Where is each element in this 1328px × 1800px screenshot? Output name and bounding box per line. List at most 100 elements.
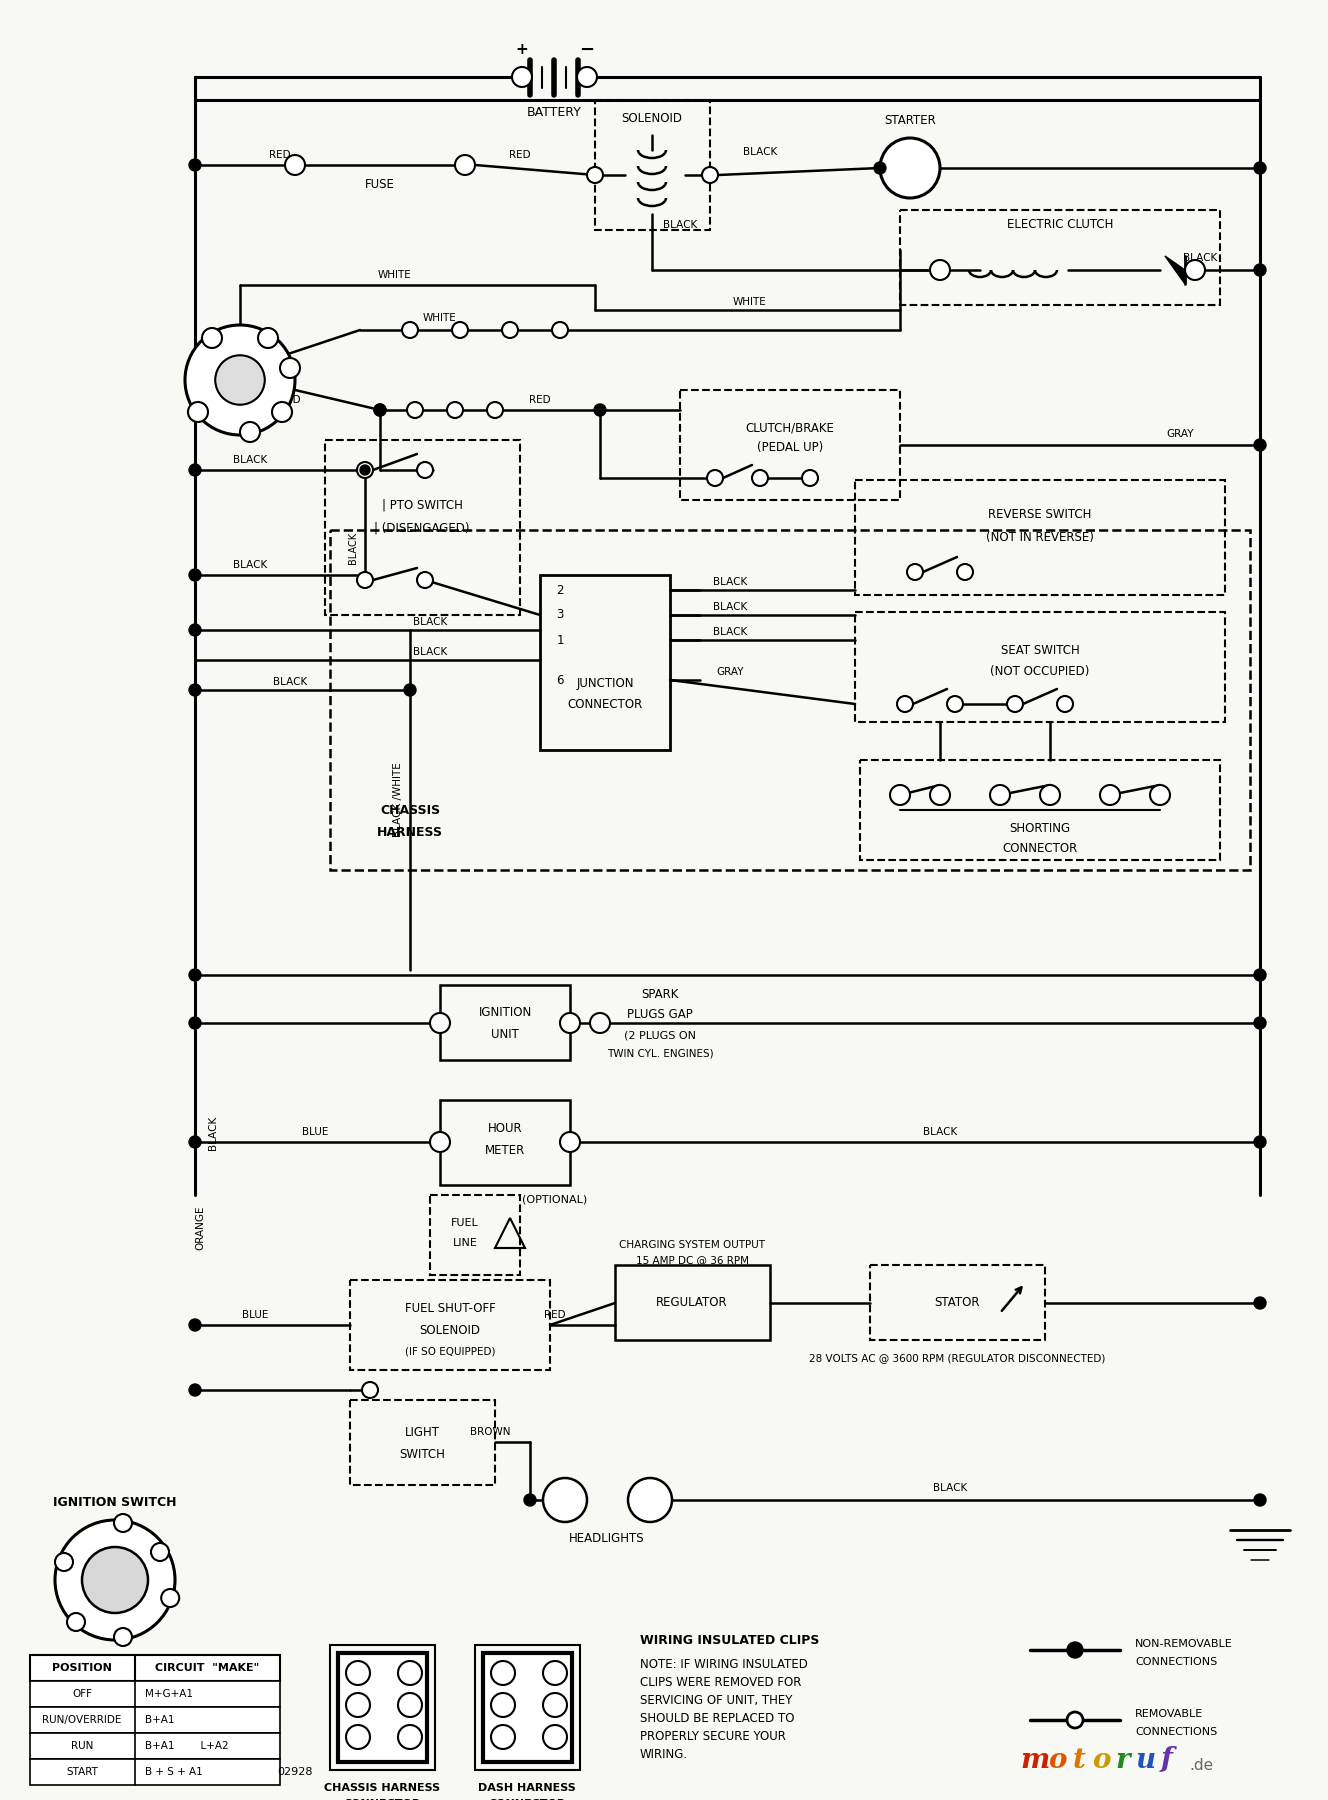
- Circle shape: [189, 1136, 201, 1148]
- Circle shape: [930, 259, 950, 281]
- Circle shape: [82, 1546, 147, 1613]
- Text: RED: RED: [544, 1310, 566, 1319]
- Circle shape: [1040, 785, 1060, 805]
- Bar: [595, 101, 710, 230]
- Bar: [329, 1645, 436, 1769]
- Text: 2C: 2C: [548, 1699, 562, 1710]
- Text: RED: RED: [509, 149, 531, 160]
- Text: HARNESS: HARNESS: [377, 826, 444, 839]
- Circle shape: [752, 470, 768, 486]
- Circle shape: [1254, 1017, 1266, 1030]
- Circle shape: [957, 563, 973, 580]
- Text: FUSE: FUSE: [365, 178, 394, 191]
- Circle shape: [448, 401, 463, 418]
- Text: (NOT OCCUPIED): (NOT OCCUPIED): [991, 666, 1090, 679]
- Circle shape: [930, 785, 950, 805]
- Text: o: o: [1092, 1746, 1110, 1773]
- Circle shape: [890, 785, 910, 805]
- Text: A2: A2: [116, 1633, 130, 1642]
- Circle shape: [1150, 785, 1170, 805]
- Text: HEADLIGHTS: HEADLIGHTS: [570, 1532, 645, 1544]
- Circle shape: [947, 697, 963, 713]
- Text: 28 VOLTS AC @ 3600 RPM (REGULATOR DISCONNECTED): 28 VOLTS AC @ 3600 RPM (REGULATOR DISCON…: [809, 1354, 1105, 1363]
- Text: BLACK: BLACK: [663, 220, 697, 230]
- Text: Q₄: Q₄: [497, 1732, 509, 1742]
- Text: PLUGS GAP: PLUGS GAP: [627, 1008, 693, 1022]
- Circle shape: [189, 158, 201, 171]
- Text: LINE: LINE: [453, 1238, 478, 1247]
- Text: UNIT: UNIT: [491, 1028, 519, 1042]
- Circle shape: [430, 1132, 450, 1152]
- Text: TWIN CYL. ENGINES): TWIN CYL. ENGINES): [607, 1048, 713, 1058]
- Bar: [351, 1280, 550, 1370]
- Text: 3d: 3d: [548, 1669, 562, 1678]
- Text: BLACK: BLACK: [742, 148, 777, 157]
- Text: t: t: [1073, 1746, 1085, 1773]
- Bar: [329, 529, 1250, 869]
- Text: Q₆: Q₆: [497, 1669, 509, 1678]
- Circle shape: [543, 1478, 587, 1523]
- Bar: [31, 1759, 280, 1786]
- Circle shape: [280, 358, 300, 378]
- Text: G: G: [194, 407, 202, 418]
- Circle shape: [703, 167, 718, 184]
- Text: B+A1        L+A2: B+A1 L+A2: [145, 1741, 228, 1751]
- Text: 1: 1: [556, 634, 564, 646]
- Circle shape: [456, 155, 475, 175]
- Text: NON-REMOVABLE: NON-REMOVABLE: [1135, 1640, 1232, 1649]
- Circle shape: [628, 1478, 672, 1523]
- Text: SOLENOID: SOLENOID: [420, 1323, 481, 1336]
- Text: 3: 3: [556, 608, 563, 621]
- Text: BLUE: BLUE: [242, 1310, 268, 1319]
- Bar: [440, 985, 570, 1060]
- Text: SEAT SWITCH: SEAT SWITCH: [1000, 644, 1080, 657]
- Text: CHASSIS: CHASSIS: [380, 803, 440, 817]
- Text: METER: METER: [485, 1143, 525, 1157]
- Text: D₅: D₅: [497, 1699, 509, 1710]
- Circle shape: [491, 1724, 515, 1750]
- Circle shape: [1254, 265, 1266, 275]
- Text: +: +: [515, 43, 529, 58]
- Text: CHARGING SYSTEM OUTPUT: CHARGING SYSTEM OUTPUT: [619, 1240, 765, 1249]
- Text: | (DISENGAGED): | (DISENGAGED): [374, 522, 470, 535]
- Circle shape: [398, 1661, 422, 1685]
- Text: O₂: O₂: [352, 1699, 364, 1710]
- Circle shape: [189, 464, 201, 475]
- Text: FUEL: FUEL: [452, 1219, 479, 1228]
- Circle shape: [430, 1013, 450, 1033]
- Circle shape: [525, 1494, 537, 1507]
- Circle shape: [989, 785, 1011, 805]
- Text: 2: 2: [556, 583, 564, 596]
- Text: (IF SO EQUIPPED): (IF SO EQUIPPED): [405, 1346, 495, 1357]
- Circle shape: [560, 1013, 580, 1033]
- Circle shape: [374, 403, 386, 416]
- Bar: [31, 1681, 280, 1706]
- Text: JUNCTION: JUNCTION: [576, 677, 633, 689]
- Circle shape: [357, 572, 373, 589]
- Bar: [351, 1400, 495, 1485]
- Circle shape: [896, 697, 914, 713]
- Circle shape: [215, 355, 264, 405]
- Text: RUN: RUN: [70, 1741, 93, 1751]
- Text: A1: A1: [116, 1517, 130, 1528]
- Circle shape: [54, 1553, 73, 1571]
- Text: SWITCH: SWITCH: [398, 1449, 445, 1462]
- Circle shape: [417, 572, 433, 589]
- Text: f: f: [1161, 1746, 1173, 1773]
- Text: D₅: D₅: [404, 1699, 416, 1710]
- Text: BLACK: BLACK: [413, 617, 448, 626]
- Circle shape: [404, 684, 416, 697]
- Circle shape: [189, 968, 201, 981]
- Circle shape: [502, 322, 518, 338]
- Circle shape: [874, 162, 886, 175]
- Bar: [870, 1265, 1045, 1339]
- Text: | PTO SWITCH: | PTO SWITCH: [381, 499, 462, 511]
- Circle shape: [240, 421, 260, 443]
- Circle shape: [189, 401, 208, 421]
- Text: WIRING INSULATED CLIPS: WIRING INSULATED CLIPS: [640, 1634, 819, 1647]
- Circle shape: [706, 470, 722, 486]
- Bar: [615, 1265, 770, 1339]
- Circle shape: [417, 463, 433, 479]
- Text: RED: RED: [270, 149, 291, 160]
- Circle shape: [543, 1724, 567, 1750]
